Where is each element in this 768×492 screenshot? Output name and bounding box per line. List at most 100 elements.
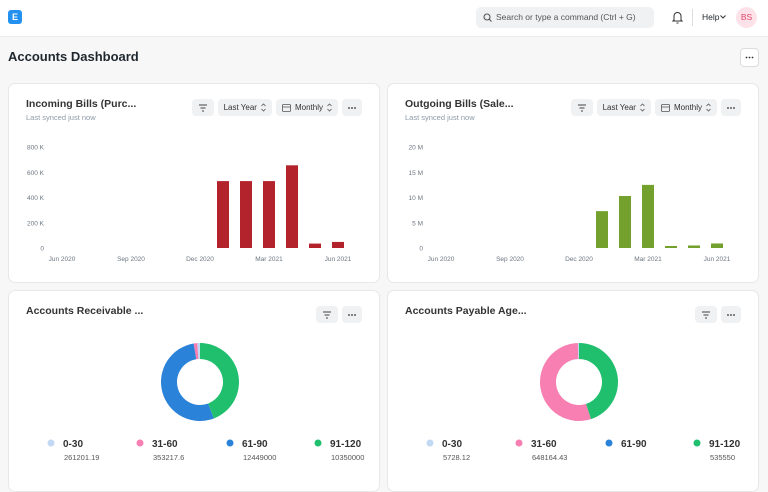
x-tick-label: Jun 2020: [49, 256, 76, 263]
card-title: Outgoing Bills (Sale...: [405, 98, 514, 110]
legend-label: 31-60: [531, 439, 557, 450]
search-box[interactable]: Search or type a command (Ctrl + G): [476, 7, 654, 28]
calendar-icon: [661, 103, 670, 112]
x-tick-label: Mar 2021: [634, 256, 662, 263]
more-button[interactable]: [342, 306, 362, 323]
dots-icon: [727, 313, 735, 316]
more-button[interactable]: [342, 99, 362, 116]
card-title: Accounts Receivable ...: [26, 305, 144, 317]
y-tick-label: 0: [40, 246, 44, 253]
page-title: Accounts Dashboard: [8, 49, 139, 64]
x-tick-label: Dec 2020: [186, 256, 214, 263]
y-tick-label: 400 K: [27, 195, 45, 202]
legend-label: 61-90: [621, 439, 647, 450]
donut-slice: [540, 343, 591, 421]
legend-label: 61-90: [242, 439, 268, 450]
bar: [642, 184, 654, 248]
filter-button[interactable]: [316, 306, 338, 323]
bar: [688, 245, 700, 248]
legend-swatch: [47, 439, 55, 447]
y-tick-label: 800 K: [27, 145, 45, 152]
card-actions: [316, 306, 362, 323]
x-tick-label: Sep 2020: [117, 256, 145, 263]
bar: [263, 181, 275, 248]
filter-icon: [702, 311, 710, 318]
x-tick-label: Dec 2020: [565, 256, 593, 263]
legend-swatch: [605, 439, 613, 447]
chart: 0-30 5728.12 31-60 648164.43 61-90 91-120 5355…: [426, 343, 741, 462]
legend-label: 31-60: [152, 439, 178, 450]
card-title: Incoming Bills (Purc...: [26, 98, 137, 110]
logo[interactable]: E: [8, 10, 22, 24]
y-tick-label: 0: [419, 246, 423, 253]
dots-icon: [727, 106, 735, 109]
more-button[interactable]: [721, 99, 741, 116]
chart: 0-30 261201.19 31-60 353217.6 61-90 12449000 9…: [47, 343, 364, 462]
filter-label: Monthly: [294, 103, 323, 112]
y-tick-label: 600 K: [27, 170, 45, 177]
legend-label: 91-120: [709, 439, 741, 450]
bar: [286, 165, 298, 248]
notification-bell[interactable]: [672, 11, 683, 24]
filter-button[interactable]: [191, 99, 214, 116]
filter-button[interactable]: [695, 306, 717, 323]
more-button[interactable]: [721, 306, 741, 323]
chart: 0 200 K 400 K 600 K 800 K Jun 2020 Sep 2020 Dec…: [27, 145, 352, 264]
bar: [711, 243, 723, 248]
chart-card: 0 5 M 10 M 15 M 20 M Jun 2020 Sep 2020 Dec 2020…: [387, 83, 759, 283]
chart-card: 0 200 K 400 K 600 K 800 K Jun 2020 Sep 2020 Dec…: [8, 83, 380, 283]
legend-value: 12449000: [243, 453, 276, 462]
legend-swatch: [314, 439, 322, 447]
x-tick-label: Jun 2020: [428, 256, 455, 263]
filter-dropdown[interactable]: Monthly: [654, 99, 717, 116]
y-tick-label: 15 M: [409, 170, 423, 177]
donut-slice: [200, 343, 240, 419]
legend-swatch: [693, 439, 701, 447]
card-subtitle: Last synced just now: [405, 113, 475, 122]
updown-icon: [327, 103, 332, 112]
help-chevron: [720, 15, 726, 19]
filter-label: Monthly: [673, 103, 702, 112]
bar: [240, 181, 252, 248]
card-subtitle: Last synced just now: [26, 113, 96, 122]
legend-value: 353217.6: [153, 453, 184, 462]
filter-icon: [323, 311, 331, 318]
card-actions: Last Year Monthly: [570, 99, 741, 116]
filter-dropdown[interactable]: Last Year: [217, 99, 272, 116]
filter-icon: [577, 104, 586, 111]
filter-dropdown[interactable]: Last Year: [596, 99, 651, 116]
legend-value: 261201.19: [64, 453, 99, 462]
updown-icon: [640, 103, 645, 112]
legend-label: 0-30: [63, 439, 83, 450]
y-tick-label: 200 K: [27, 220, 45, 227]
filter-label: Last Year: [602, 103, 636, 112]
help-menu[interactable]: Help: [702, 12, 720, 22]
filter-icon: [198, 104, 207, 111]
chart: 0 5 M 10 M 15 M 20 M Jun 2020 Sep 2020 Dec 2020…: [409, 145, 731, 264]
page-menu-button[interactable]: [740, 48, 759, 67]
donut-slice: [193, 343, 199, 360]
divider: [692, 9, 693, 26]
card-actions: [695, 306, 741, 323]
donut-slice: [577, 343, 579, 360]
filter-dropdown[interactable]: Monthly: [275, 99, 338, 116]
x-tick-label: Sep 2020: [496, 256, 524, 263]
x-tick-label: Mar 2021: [255, 256, 283, 263]
legend-swatch: [226, 439, 234, 447]
bar: [596, 211, 608, 248]
bar: [309, 243, 321, 248]
donut-slice: [161, 343, 214, 421]
chart-card: 0-30 5728.12 31-60 648164.43 61-90 91-120 5355…: [387, 290, 759, 492]
updown-icon: [261, 103, 266, 112]
bar: [332, 241, 344, 248]
avatar[interactable]: BS: [736, 7, 757, 28]
legend-value: 535550: [710, 453, 735, 462]
filter-button[interactable]: [570, 99, 593, 116]
dots-icon: [745, 56, 754, 59]
search-icon: [483, 13, 492, 22]
legend-value: 648164.43: [532, 453, 567, 462]
donut-slice: [579, 343, 618, 420]
search-placeholder: Search or type a command (Ctrl + G): [496, 12, 636, 22]
legend-label: 91-120: [330, 439, 362, 450]
x-tick-label: Jun 2021: [325, 256, 352, 263]
